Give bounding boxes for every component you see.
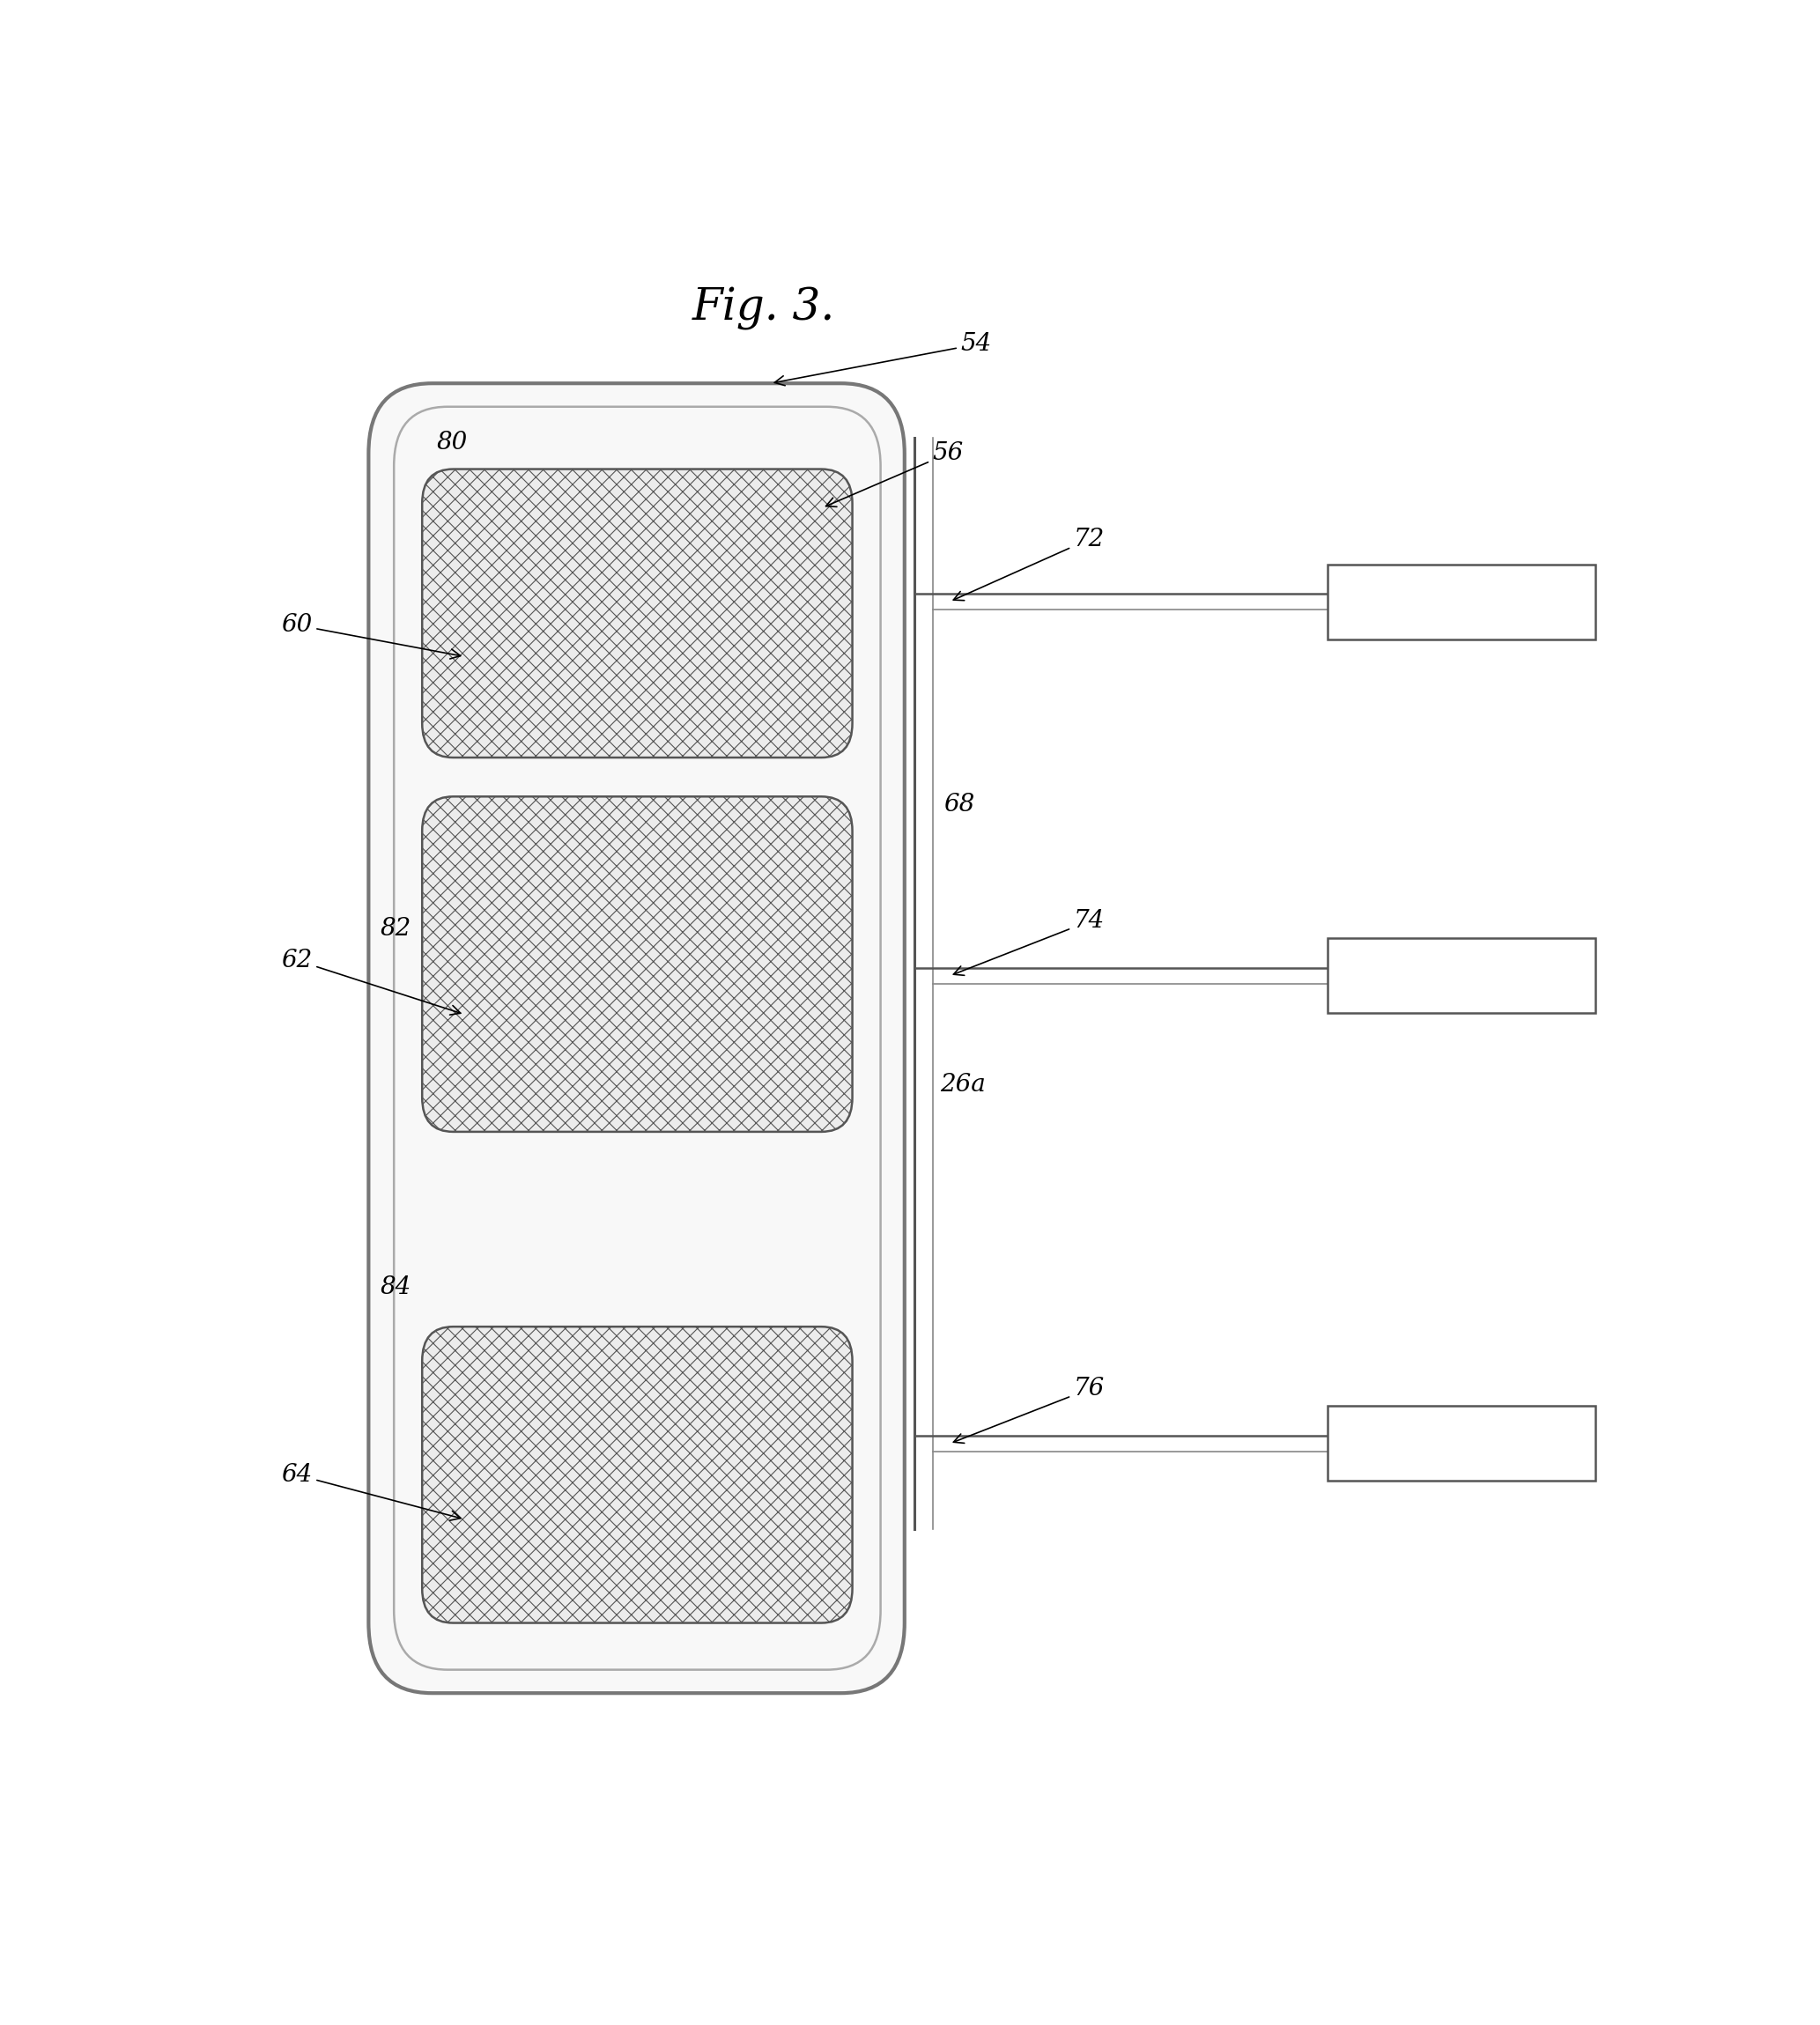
Text: 56: 56 <box>826 441 965 506</box>
Text: 74: 74 <box>954 909 1105 976</box>
FancyBboxPatch shape <box>422 796 852 1132</box>
Text: 80: 80 <box>437 431 468 454</box>
Text: 68: 68 <box>945 792 976 816</box>
Bar <box>1329 1405 1596 1480</box>
Text: 76: 76 <box>954 1377 1105 1444</box>
Text: 26a: 26a <box>939 1073 985 1098</box>
Bar <box>1329 938 1596 1012</box>
Text: Fig. 3.: Fig. 3. <box>692 288 835 330</box>
Text: 82: 82 <box>380 917 411 942</box>
Text: 72: 72 <box>954 526 1105 601</box>
FancyBboxPatch shape <box>422 470 852 757</box>
Text: 64: 64 <box>280 1462 460 1521</box>
Text: 62: 62 <box>280 948 460 1015</box>
Text: 54: 54 <box>775 332 992 385</box>
Bar <box>1329 565 1596 640</box>
FancyBboxPatch shape <box>422 1326 852 1622</box>
Text: 60: 60 <box>280 614 460 658</box>
FancyBboxPatch shape <box>368 383 905 1693</box>
Text: 84: 84 <box>380 1276 411 1300</box>
